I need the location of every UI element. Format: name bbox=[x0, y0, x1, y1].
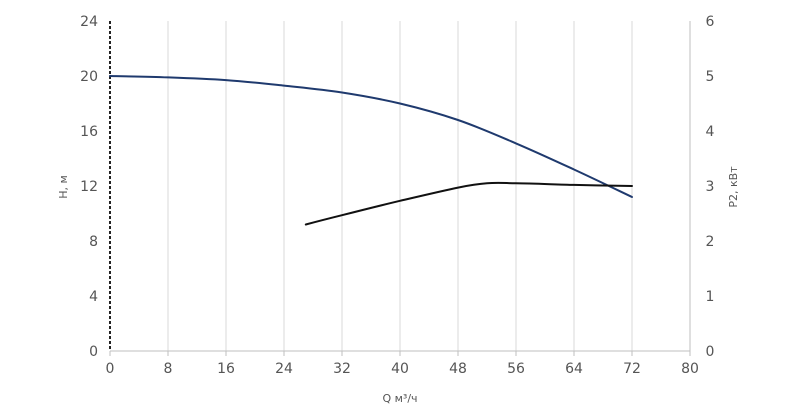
y-left-tick-label: 20 bbox=[80, 69, 98, 85]
y-left-tick-label: 4 bbox=[89, 289, 98, 305]
x-tick-label: 80 bbox=[681, 361, 699, 377]
x-tick-label: 8 bbox=[164, 361, 173, 377]
series-layer bbox=[109, 75, 633, 226]
y-left-tick-label: 24 bbox=[80, 14, 98, 30]
head-curve-line bbox=[109, 75, 633, 198]
y-left-axis-title: H, м bbox=[57, 175, 70, 199]
label-layer: Q м³/ч H, м P2, кВт 0 8 16 24 32 40 48 56 64 72 80… bbox=[57, 14, 740, 405]
y-right-tick-label: 2 bbox=[706, 234, 715, 250]
y-right-tick-label: 1 bbox=[706, 289, 715, 305]
grid-layer bbox=[167, 21, 633, 351]
y-right-tick-label: 5 bbox=[706, 69, 715, 85]
power-curve-line bbox=[304, 181, 633, 226]
y-right-tick-label: 4 bbox=[706, 124, 715, 140]
y-right-tick-label: 0 bbox=[706, 344, 715, 360]
x-tick-label: 64 bbox=[565, 361, 583, 377]
y-left-tick-label: 12 bbox=[80, 179, 98, 195]
x-tick-label: 56 bbox=[507, 361, 525, 377]
y-right-tick-label: 3 bbox=[706, 179, 715, 195]
y-right-tick-label: 6 bbox=[706, 14, 715, 30]
y-left-tick-label: 8 bbox=[89, 234, 98, 250]
x-tick-label: 24 bbox=[275, 361, 293, 377]
x-tick-label: 32 bbox=[333, 361, 351, 377]
x-axis-title: Q м³/ч bbox=[382, 392, 417, 405]
y-left-tick-label: 0 bbox=[89, 344, 98, 360]
x-tick-label: 16 bbox=[217, 361, 235, 377]
x-tick-label: 0 bbox=[106, 361, 115, 377]
x-tick-label: 72 bbox=[623, 361, 641, 377]
y-right-axis-title: P2, кВт bbox=[727, 166, 740, 208]
x-tick-label: 48 bbox=[449, 361, 467, 377]
x-tick-label: 40 bbox=[391, 361, 409, 377]
y-left-tick-label: 16 bbox=[80, 124, 98, 140]
